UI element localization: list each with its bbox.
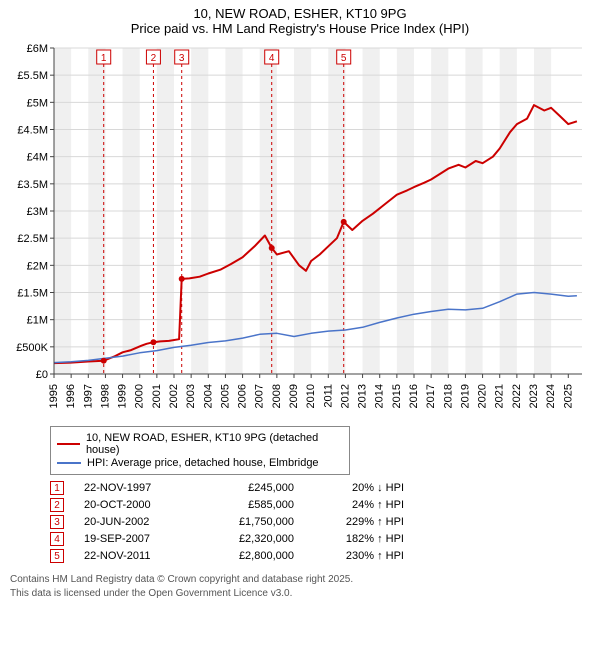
table-row: 5 22-NOV-2011 £2,800,000 230% ↑ HPI: [50, 549, 590, 563]
page-subtitle: Price paid vs. HM Land Registry's House …: [4, 21, 596, 36]
svg-text:2012: 2012: [339, 384, 351, 408]
svg-text:1998: 1998: [99, 384, 111, 408]
svg-text:2001: 2001: [151, 384, 163, 408]
svg-text:1995: 1995: [48, 384, 60, 408]
svg-text:2004: 2004: [202, 384, 214, 408]
svg-text:2006: 2006: [237, 384, 249, 408]
footer: Contains HM Land Registry data © Crown c…: [10, 573, 590, 600]
sale-price: £2,320,000: [204, 533, 294, 545]
sale-marker: 4: [50, 532, 64, 546]
sale-date: 22-NOV-1997: [84, 482, 184, 494]
footer-line: This data is licensed under the Open Gov…: [10, 587, 590, 601]
sale-date: 20-JUN-2002: [84, 516, 184, 528]
legend-label: HPI: Average price, detached house, Elmb…: [87, 457, 319, 469]
svg-text:2008: 2008: [271, 384, 283, 408]
svg-text:1996: 1996: [65, 384, 77, 408]
svg-text:£1M: £1M: [27, 315, 48, 327]
svg-text:£3.5M: £3.5M: [17, 179, 48, 191]
svg-text:2018: 2018: [442, 384, 454, 408]
svg-text:2014: 2014: [374, 384, 386, 408]
sale-diff: 182% ↑ HPI: [314, 533, 404, 545]
svg-text:2013: 2013: [357, 384, 369, 408]
legend-swatch: [57, 462, 81, 464]
table-row: 1 22-NOV-1997 £245,000 20% ↓ HPI: [50, 481, 590, 495]
footer-line: Contains HM Land Registry data © Crown c…: [10, 573, 590, 587]
svg-text:2023: 2023: [528, 384, 540, 408]
sale-diff: 24% ↑ HPI: [314, 499, 404, 511]
legend: 10, NEW ROAD, ESHER, KT10 9PG (detached …: [50, 426, 350, 475]
sale-date: 22-NOV-2011: [84, 550, 184, 562]
sale-diff: 229% ↑ HPI: [314, 516, 404, 528]
svg-text:£3M: £3M: [27, 206, 48, 218]
svg-text:2024: 2024: [545, 384, 557, 408]
svg-text:2002: 2002: [168, 384, 180, 408]
sale-marker: 1: [50, 481, 64, 495]
svg-text:4: 4: [269, 53, 275, 64]
svg-text:£2.5M: £2.5M: [17, 233, 48, 245]
svg-text:2020: 2020: [477, 384, 489, 408]
price-chart: 1 2 3 4 5 £0 £500K £1M £1.5M £2M £2.5M £3M £3.5M £4M £…: [10, 42, 590, 422]
svg-text:1997: 1997: [82, 384, 94, 408]
legend-swatch: [57, 443, 80, 445]
svg-text:5: 5: [341, 53, 347, 64]
svg-text:2003: 2003: [185, 384, 197, 408]
sale-diff: 20% ↓ HPI: [314, 482, 404, 494]
sale-marker: 2: [50, 498, 64, 512]
svg-text:2010: 2010: [305, 384, 317, 408]
sales-table: 1 22-NOV-1997 £245,000 20% ↓ HPI 2 20-OCT-200…: [50, 481, 590, 563]
sale-marker: 3: [50, 515, 64, 529]
table-row: 4 19-SEP-2007 £2,320,000 182% ↑ HPI: [50, 532, 590, 546]
svg-text:2011: 2011: [322, 384, 334, 408]
sale-price: £585,000: [204, 499, 294, 511]
legend-item: HPI: Average price, detached house, Elmb…: [57, 457, 343, 469]
svg-text:£6M: £6M: [27, 43, 48, 55]
sale-date: 19-SEP-2007: [84, 533, 184, 545]
svg-text:£5.5M: £5.5M: [17, 70, 48, 82]
sale-price: £1,750,000: [204, 516, 294, 528]
svg-text:2021: 2021: [494, 384, 506, 408]
table-row: 3 20-JUN-2002 £1,750,000 229% ↑ HPI: [50, 515, 590, 529]
svg-text:2005: 2005: [219, 384, 231, 408]
svg-text:2022: 2022: [511, 384, 523, 408]
svg-text:2000: 2000: [134, 384, 146, 408]
svg-text:£4.5M: £4.5M: [17, 125, 48, 137]
svg-text:2016: 2016: [408, 384, 420, 408]
sale-date: 20-OCT-2000: [84, 499, 184, 511]
svg-text:3: 3: [179, 53, 185, 64]
svg-text:2015: 2015: [391, 384, 403, 408]
svg-text:£0: £0: [36, 369, 48, 381]
svg-text:2019: 2019: [459, 384, 471, 408]
sale-price: £2,800,000: [204, 550, 294, 562]
svg-text:1999: 1999: [117, 384, 129, 408]
sale-price: £245,000: [204, 482, 294, 494]
svg-text:£1.5M: £1.5M: [17, 288, 48, 300]
svg-text:1: 1: [101, 53, 107, 64]
svg-text:2017: 2017: [425, 384, 437, 408]
table-row: 2 20-OCT-2000 £585,000 24% ↑ HPI: [50, 498, 590, 512]
legend-label: 10, NEW ROAD, ESHER, KT10 9PG (detached …: [86, 432, 343, 456]
svg-text:£2M: £2M: [27, 260, 48, 272]
sale-diff: 230% ↑ HPI: [314, 550, 404, 562]
svg-text:2007: 2007: [254, 384, 266, 408]
svg-text:2025: 2025: [562, 384, 574, 408]
legend-item: 10, NEW ROAD, ESHER, KT10 9PG (detached …: [57, 432, 343, 456]
svg-text:2009: 2009: [288, 384, 300, 408]
svg-text:£500K: £500K: [16, 342, 48, 354]
sale-marker: 5: [50, 549, 64, 563]
svg-text:£4M: £4M: [27, 152, 48, 164]
svg-text:£5M: £5M: [27, 97, 48, 109]
chart-svg: 1 2 3 4 5 £0 £500K £1M £1.5M £2M £2.5M £3M £3.5M £4M £…: [10, 42, 590, 422]
page-title: 10, NEW ROAD, ESHER, KT10 9PG: [4, 6, 596, 21]
svg-text:2: 2: [151, 53, 157, 64]
